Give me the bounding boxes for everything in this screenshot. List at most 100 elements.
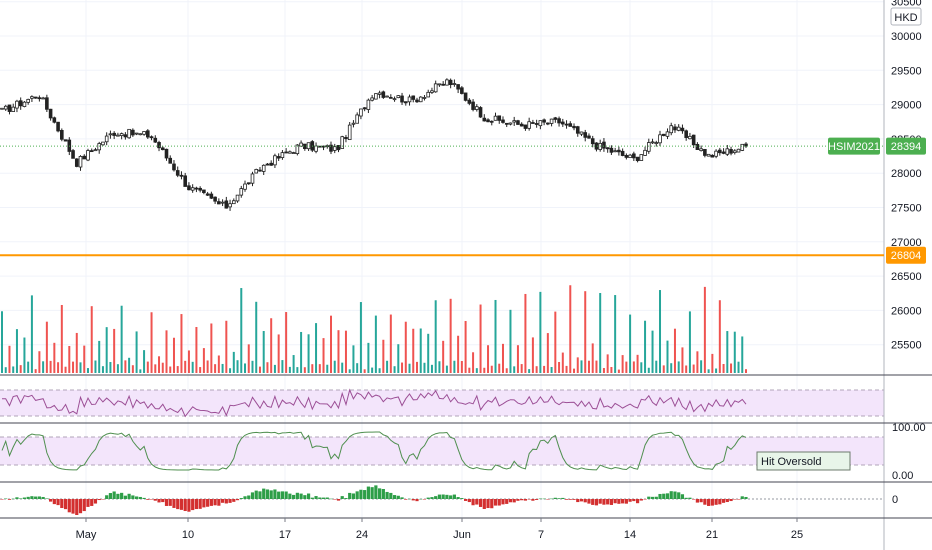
candle-body[interactable] [602, 141, 606, 149]
candle-body[interactable] [475, 106, 479, 110]
candle-body[interactable] [291, 152, 296, 154]
candle-body[interactable] [202, 189, 206, 194]
candle-body[interactable] [609, 147, 614, 153]
candle-body[interactable] [546, 122, 550, 125]
candle-body[interactable] [396, 95, 401, 99]
candle-body[interactable] [48, 108, 53, 119]
candle-body[interactable] [575, 126, 580, 134]
candle-body[interactable] [41, 97, 45, 100]
candle-body[interactable] [71, 150, 75, 159]
candle-body[interactable] [426, 91, 431, 98]
candle-body[interactable] [650, 141, 655, 144]
candle-body[interactable] [519, 123, 524, 127]
candle-body[interactable] [235, 194, 240, 202]
candle-body[interactable] [441, 83, 445, 86]
candle-body[interactable] [658, 134, 662, 144]
candle-body[interactable] [138, 133, 143, 136]
candle-body[interactable] [164, 148, 169, 159]
candle-body[interactable] [74, 158, 79, 167]
candle-body[interactable] [553, 117, 558, 120]
candle-body[interactable] [669, 125, 674, 134]
candle-body[interactable] [362, 107, 367, 110]
candle-body[interactable] [239, 188, 244, 196]
candle-body[interactable] [504, 122, 509, 125]
candle-body[interactable] [288, 151, 292, 154]
candle-body[interactable] [187, 185, 191, 191]
candle-body[interactable] [422, 97, 427, 99]
candle-body[interactable] [258, 169, 262, 172]
candle-body[interactable] [531, 122, 535, 124]
candle-body[interactable] [295, 144, 300, 155]
candle-body[interactable] [403, 101, 408, 104]
candle-body[interactable] [340, 136, 345, 149]
candle-body[interactable] [706, 153, 711, 157]
candle-body[interactable] [538, 120, 543, 127]
candle-body[interactable] [643, 149, 647, 156]
candle-body[interactable] [661, 133, 666, 136]
candle-body[interactable] [744, 143, 748, 147]
candle-body[interactable] [168, 157, 173, 164]
candle-body[interactable] [688, 135, 692, 140]
candle-body[interactable] [351, 122, 356, 125]
candle-body[interactable] [134, 132, 139, 135]
candle-body[interactable] [332, 146, 337, 151]
candle-body[interactable] [276, 156, 281, 159]
candle-body[interactable] [486, 119, 490, 123]
candle-body[interactable] [172, 163, 176, 171]
candle-body[interactable] [445, 79, 449, 86]
candle-body[interactable] [82, 155, 87, 160]
candle-body[interactable] [123, 134, 128, 138]
candle-body[interactable] [11, 106, 16, 112]
candle-body[interactable] [183, 175, 187, 187]
candle-body[interactable] [639, 154, 644, 161]
candle-body[interactable] [344, 137, 348, 140]
rsi-pane[interactable] [0, 388, 884, 418]
candle-body[interactable] [613, 150, 617, 153]
candle-body[interactable] [127, 128, 131, 139]
candle-body[interactable] [213, 196, 217, 202]
candle-body[interactable] [478, 107, 483, 118]
candle-body[interactable] [142, 131, 146, 135]
candle-body[interactable] [231, 200, 236, 205]
candle-body[interactable] [534, 123, 539, 125]
candle-body[interactable] [269, 162, 273, 166]
candle-body[interactable] [153, 137, 158, 143]
candle-body[interactable] [284, 151, 288, 154]
candle-body[interactable] [430, 90, 434, 93]
candle-body[interactable] [190, 187, 195, 191]
candle-body[interactable] [160, 147, 165, 151]
candle-body[interactable] [456, 84, 460, 90]
candle-body[interactable] [684, 130, 688, 138]
candle-body[interactable] [374, 93, 378, 100]
candle-body[interactable] [112, 132, 116, 136]
candle-body[interactable] [30, 96, 34, 99]
candle-body[interactable] [370, 97, 374, 101]
candle-body[interactable] [0, 107, 4, 110]
candle-body[interactable] [78, 155, 83, 168]
candle-body[interactable] [250, 173, 255, 184]
candle-body[interactable] [605, 147, 610, 150]
candle-body[interactable] [205, 193, 210, 196]
candle-body[interactable] [542, 119, 546, 123]
candle-body[interactable] [198, 187, 202, 191]
candle-body[interactable] [392, 98, 397, 101]
candle-body[interactable] [732, 150, 737, 154]
rsi-line[interactable] [2, 388, 747, 418]
candle-body[interactable] [452, 83, 457, 85]
candle-body[interactable] [523, 124, 528, 129]
candle-body[interactable] [646, 142, 651, 152]
candle-body[interactable] [579, 131, 584, 135]
candle-body[interactable] [411, 95, 416, 100]
candle-body[interactable] [157, 142, 161, 149]
candle-body[interactable] [265, 163, 270, 166]
candle-body[interactable] [26, 98, 30, 103]
candle-body[interactable] [179, 174, 184, 177]
candle-body[interactable] [583, 132, 588, 138]
candle-body[interactable] [415, 99, 419, 103]
candle-body[interactable] [280, 152, 285, 158]
candle-body[interactable] [460, 87, 464, 94]
candle-body[interactable] [314, 145, 318, 152]
candle-body[interactable] [561, 121, 565, 125]
candle-body[interactable] [347, 124, 352, 141]
